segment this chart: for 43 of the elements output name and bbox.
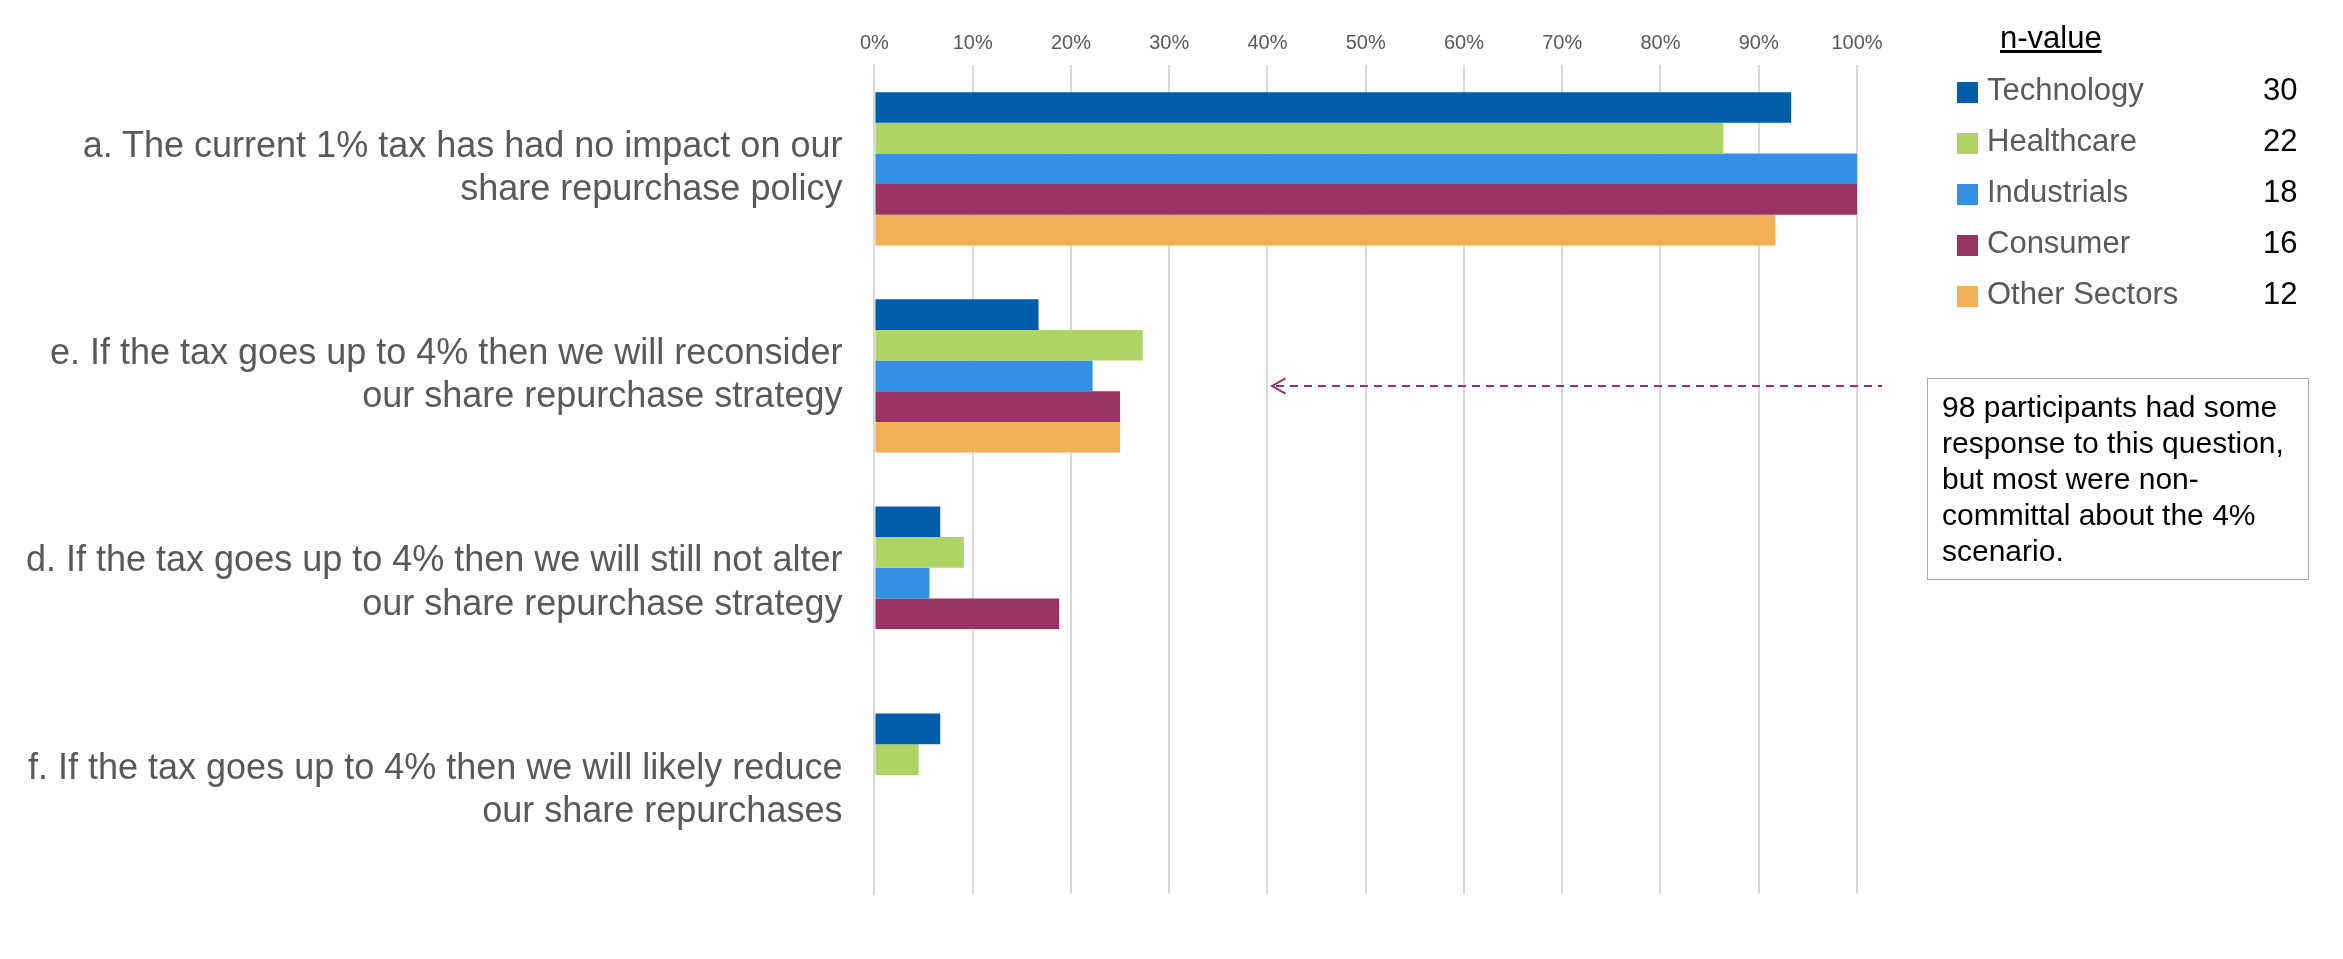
y-tick-label: a. The current 1% tax has had no impact on our share repurchase policy [82, 124, 843, 209]
legend-label: Other Sectors [1987, 276, 2179, 312]
text: 12 [2263, 276, 2298, 312]
bar [875, 214, 1776, 246]
bar [875, 92, 1792, 123]
text: 98 participants had some response to this question, but most were non-committal about the 4% scenario. [1927, 378, 2309, 580]
text: 22 [2263, 123, 2298, 159]
bar [875, 567, 930, 599]
x-tick-label: 80% [1640, 30, 1681, 53]
text: 18 [2263, 174, 2298, 210]
bar [875, 299, 1039, 330]
x-tick-label: 10% [952, 30, 993, 53]
bar [875, 598, 1060, 630]
bar [875, 360, 1093, 392]
legend-label: Healthcare [1987, 123, 2137, 159]
legend-label: Industrials [1987, 174, 2129, 210]
y-tick-label: f. If the tax goes up to 4% then we will likely reduce our share repurchases [28, 745, 843, 830]
legend-label: Consumer [1987, 225, 2130, 261]
bar [875, 122, 1724, 154]
x-tick-label: 20% [1050, 30, 1092, 53]
bar [875, 537, 964, 568]
bar [875, 506, 941, 538]
bar [875, 153, 1857, 185]
text: 16 [2263, 225, 2298, 261]
x-tick-label: 70% [1542, 30, 1583, 53]
legend-title: n-value [2000, 20, 2102, 56]
x-tick-label: 50% [1345, 30, 1386, 53]
x-tick-label: 40% [1247, 30, 1288, 53]
x-tick-label: 100% [1831, 30, 1883, 53]
bar [875, 329, 1143, 361]
bar [875, 713, 941, 745]
y-tick-label: d. If the tax goes up to 4% then we will still not alter our share repurchase strategy [26, 538, 843, 623]
bar [875, 184, 1857, 215]
legend-label: Technology [1987, 72, 2144, 108]
y-tick-label: e. If the tax goes up to 4% then we will reconsider our share repurchase strategy [49, 331, 843, 416]
bar [875, 744, 919, 775]
bar [875, 391, 1121, 422]
x-tick-label: 60% [1443, 30, 1485, 53]
x-tick-label: 0% [859, 30, 890, 53]
text: 30 [2263, 72, 2298, 108]
x-tick-label: 90% [1738, 30, 1779, 53]
bar [875, 421, 1121, 453]
x-tick-label: 30% [1149, 30, 1190, 53]
